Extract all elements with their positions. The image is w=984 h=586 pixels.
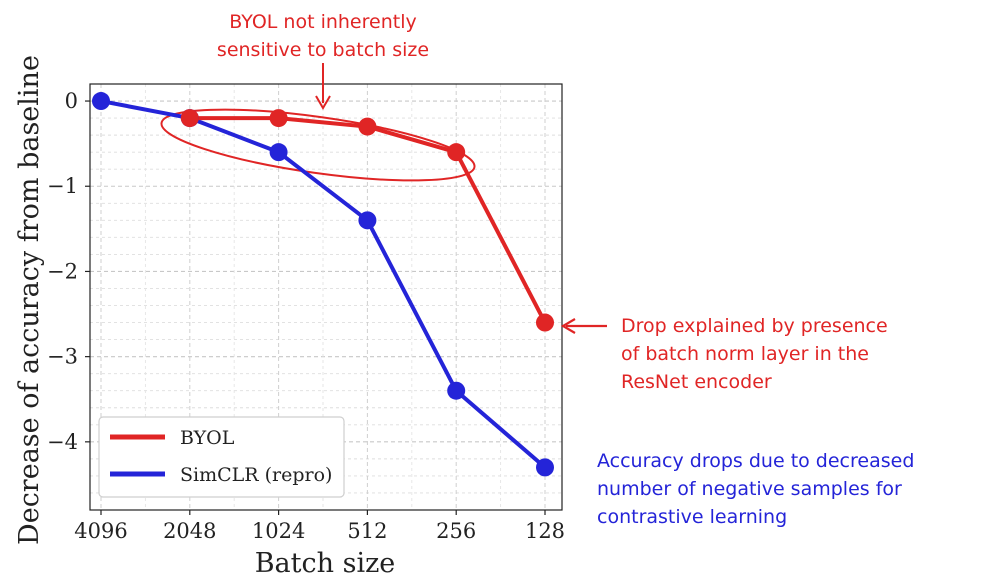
y-tick-label: −1 [47, 174, 78, 198]
annotation-batchnorm-line-2: of batch norm layer in the [621, 343, 869, 365]
data-point-byol-128 [536, 313, 554, 332]
series-points [92, 92, 554, 477]
y-tick-label: −4 [47, 430, 78, 454]
legend: BYOL SimCLR (repro) [98, 416, 345, 498]
legend-label-byol: BYOL [180, 427, 235, 449]
x-tick-label: 128 [525, 519, 565, 543]
y-tick-label: −3 [47, 345, 78, 369]
x-tick-label: 512 [347, 519, 387, 543]
annotation-negative-samples-line-1: Accuracy drops due to decreased [597, 450, 914, 472]
data-point-simclr-repro-128 [536, 458, 554, 477]
annotation-arrow-down-head [315, 95, 331, 110]
data-point-byol-256 [447, 143, 466, 162]
data-point-byol-1024 [269, 109, 288, 128]
data-point-simclr-repro-4096 [92, 92, 110, 111]
annotation-batchnorm: Drop explained by presence of batch norm… [560, 315, 888, 393]
annotation-arrow-left-head [560, 318, 576, 334]
y-axis-label: Decrease of accuracy from baseline [14, 55, 45, 545]
x-tick-label: 256 [436, 519, 476, 543]
y-tick-label: 0 [65, 89, 78, 113]
annotation-negative-samples-line-2: number of negative samples for [597, 478, 902, 500]
byol-highlight-ellipse [160, 108, 476, 182]
x-tick-label: 1024 [252, 519, 305, 543]
x-axis-ticks: 4096 2048 1024 512 256 128 [74, 510, 565, 543]
annotation-negative-samples: Accuracy drops due to decreased number o… [597, 450, 914, 528]
legend-label-simclr: SimCLR (repro) [180, 464, 332, 486]
x-axis-label: Batch size [255, 548, 396, 579]
y-tick-label: −2 [47, 259, 78, 283]
plot-area [89, 83, 563, 511]
data-point-byol-512 [358, 117, 377, 136]
annotation-byol-insensitive-line-2: sensitive to batch size [217, 39, 429, 61]
annotation-batchnorm-line-1: Drop explained by presence [621, 315, 888, 337]
annotation-batchnorm-line-3: ResNet encoder [621, 371, 772, 393]
annotation-byol-insensitive: BYOL not inherently sensitive to batch s… [217, 11, 429, 110]
x-tick-label: 2048 [163, 519, 216, 543]
x-tick-label: 4096 [74, 519, 127, 543]
y-axis-ticks: 0 −1 −2 −3 −4 [47, 89, 90, 454]
series-line-simclr-repro [100, 99, 547, 469]
annotation-byol-insensitive-line-1: BYOL not inherently [229, 11, 416, 33]
annotation-negative-samples-line-3: contrastive learning [597, 506, 787, 528]
data-point-byol-2048 [180, 109, 199, 128]
data-point-simclr-repro-1024 [269, 143, 288, 162]
data-point-simclr-repro-512 [358, 211, 377, 230]
data-point-simclr-repro-256 [447, 381, 466, 400]
